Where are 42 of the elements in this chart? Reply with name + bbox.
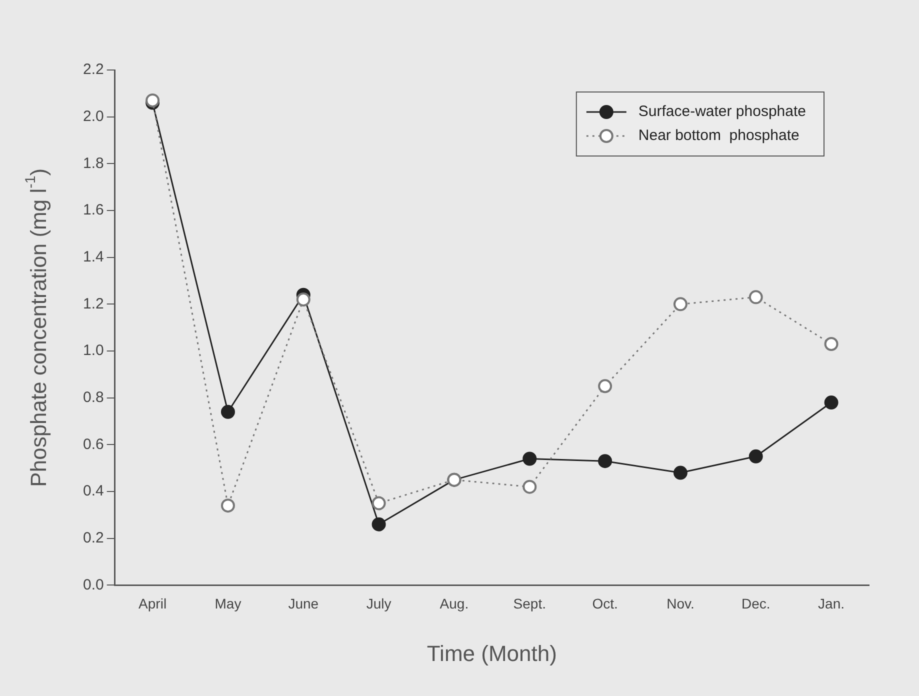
x-tick-label: Dec.	[741, 595, 770, 612]
y-tick-label: 1.8	[82, 154, 104, 172]
x-tick-label: Jan.	[818, 595, 845, 612]
y-tick-label: 0.6	[82, 436, 104, 453]
point	[522, 480, 537, 494]
y-tick-label: 0.2	[82, 530, 104, 547]
x-axis-title: Time (Month)	[426, 641, 557, 666]
point	[824, 336, 838, 351]
y-tick-label: 1.6	[82, 202, 104, 219]
point	[598, 379, 612, 394]
x-tick-label: Oct.	[592, 595, 618, 612]
y-tick-label: 0.4	[82, 482, 104, 500]
point	[522, 452, 537, 466]
y-tick-label: 2.0	[82, 108, 104, 125]
point	[372, 496, 386, 510]
x-tick-label: Sept.	[513, 595, 546, 612]
point	[748, 290, 763, 304]
x-tick-label: Aug.	[440, 595, 469, 612]
point	[598, 454, 612, 468]
y-tick-label: 1.4	[82, 248, 104, 266]
point	[220, 404, 235, 419]
legend-label: Surface-water phosphate	[638, 103, 806, 120]
y-tick-label: 1.0	[82, 342, 104, 360]
y-tick-label: 2.2	[82, 61, 104, 78]
point	[673, 466, 688, 480]
point	[296, 292, 310, 306]
point	[372, 517, 386, 532]
y-tick-label: 0.0	[82, 576, 104, 594]
x-tick-label: June	[288, 595, 319, 612]
legend-label: Near bottom phosphate	[638, 127, 800, 144]
x-tick-label: May	[214, 595, 242, 612]
point	[824, 396, 838, 410]
point	[220, 498, 235, 513]
y-tick-label: 0.8	[82, 388, 104, 406]
x-tick-label: Nov.	[666, 595, 694, 612]
x-tick-label: July	[366, 595, 392, 612]
y-axis-title: Phosphate concentration (mg l-1)	[23, 168, 52, 487]
y-tick-label: 1.2	[82, 295, 104, 312]
x-tick-label: April	[138, 595, 167, 612]
point	[146, 93, 160, 108]
point	[673, 297, 688, 312]
point	[748, 449, 763, 464]
